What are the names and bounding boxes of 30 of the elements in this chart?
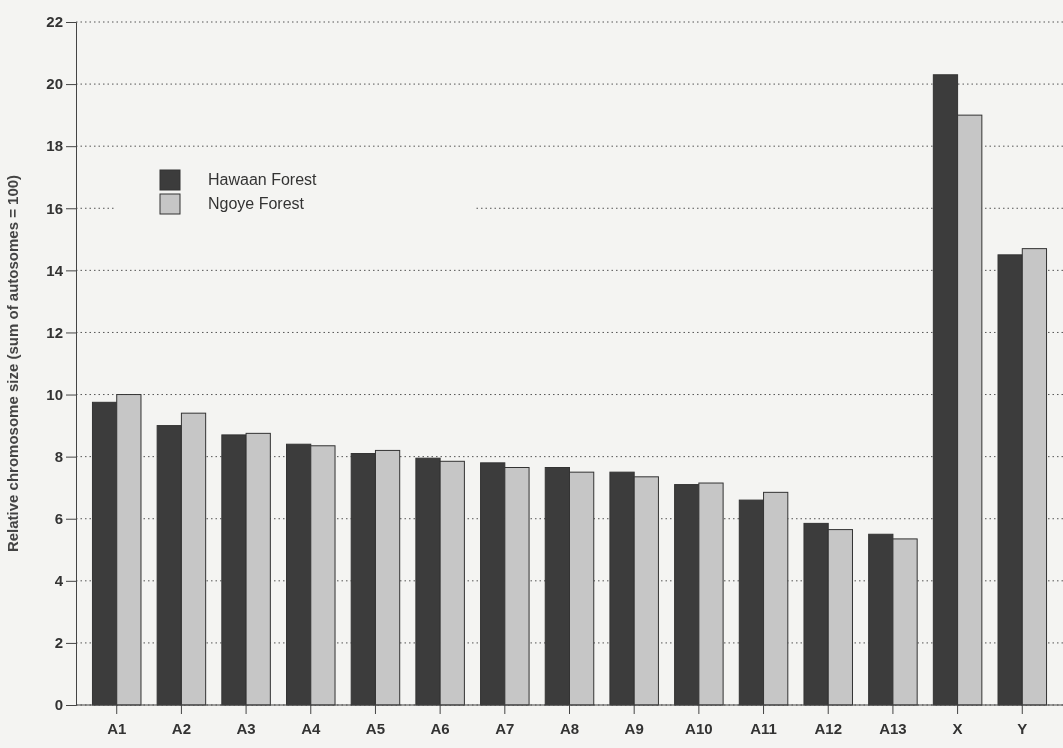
y-tick-label: 4 [54, 572, 64, 590]
x-tick-label: A3 [236, 719, 256, 737]
y-tick-label: 2 [54, 634, 63, 652]
x-tick-label: A4 [301, 719, 322, 737]
legend-label: Hawaan Forest [208, 171, 318, 188]
y-tick-label: 20 [46, 75, 63, 93]
y-tick-label: 6 [54, 510, 63, 528]
x-tick-label: Y [1017, 719, 1028, 737]
x-tick-label: A5 [365, 719, 386, 737]
y-tick-label: 16 [46, 199, 63, 217]
x-tick-label: A2 [171, 719, 191, 737]
x-tick-label: A11 [750, 719, 777, 737]
y-tick-label: 8 [54, 447, 63, 465]
y-tick-label: 14 [46, 261, 64, 279]
y-axis-title: Relative chromosome size (sum of autosomes = 100) [4, 174, 21, 553]
y-tick-label: 10 [46, 385, 63, 403]
x-tick-label: A6 [430, 719, 450, 737]
x-tick-label: A8 [559, 719, 580, 737]
y-tick-label: 22 [46, 13, 63, 31]
x-tick-label: X [952, 719, 963, 737]
y-tick-label: 12 [46, 323, 63, 341]
x-tick-label: A13 [879, 719, 907, 737]
y-tick-label: 0 [54, 696, 63, 714]
x-tick-label: A1 [107, 719, 127, 737]
legend-label: Ngoye Forest [208, 195, 305, 212]
x-tick-label: A10 [685, 719, 713, 737]
x-tick-label: A12 [814, 719, 842, 737]
y-tick-label: 18 [46, 137, 63, 155]
x-tick-label: A7 [495, 719, 515, 737]
x-tick-label: A9 [624, 719, 644, 737]
